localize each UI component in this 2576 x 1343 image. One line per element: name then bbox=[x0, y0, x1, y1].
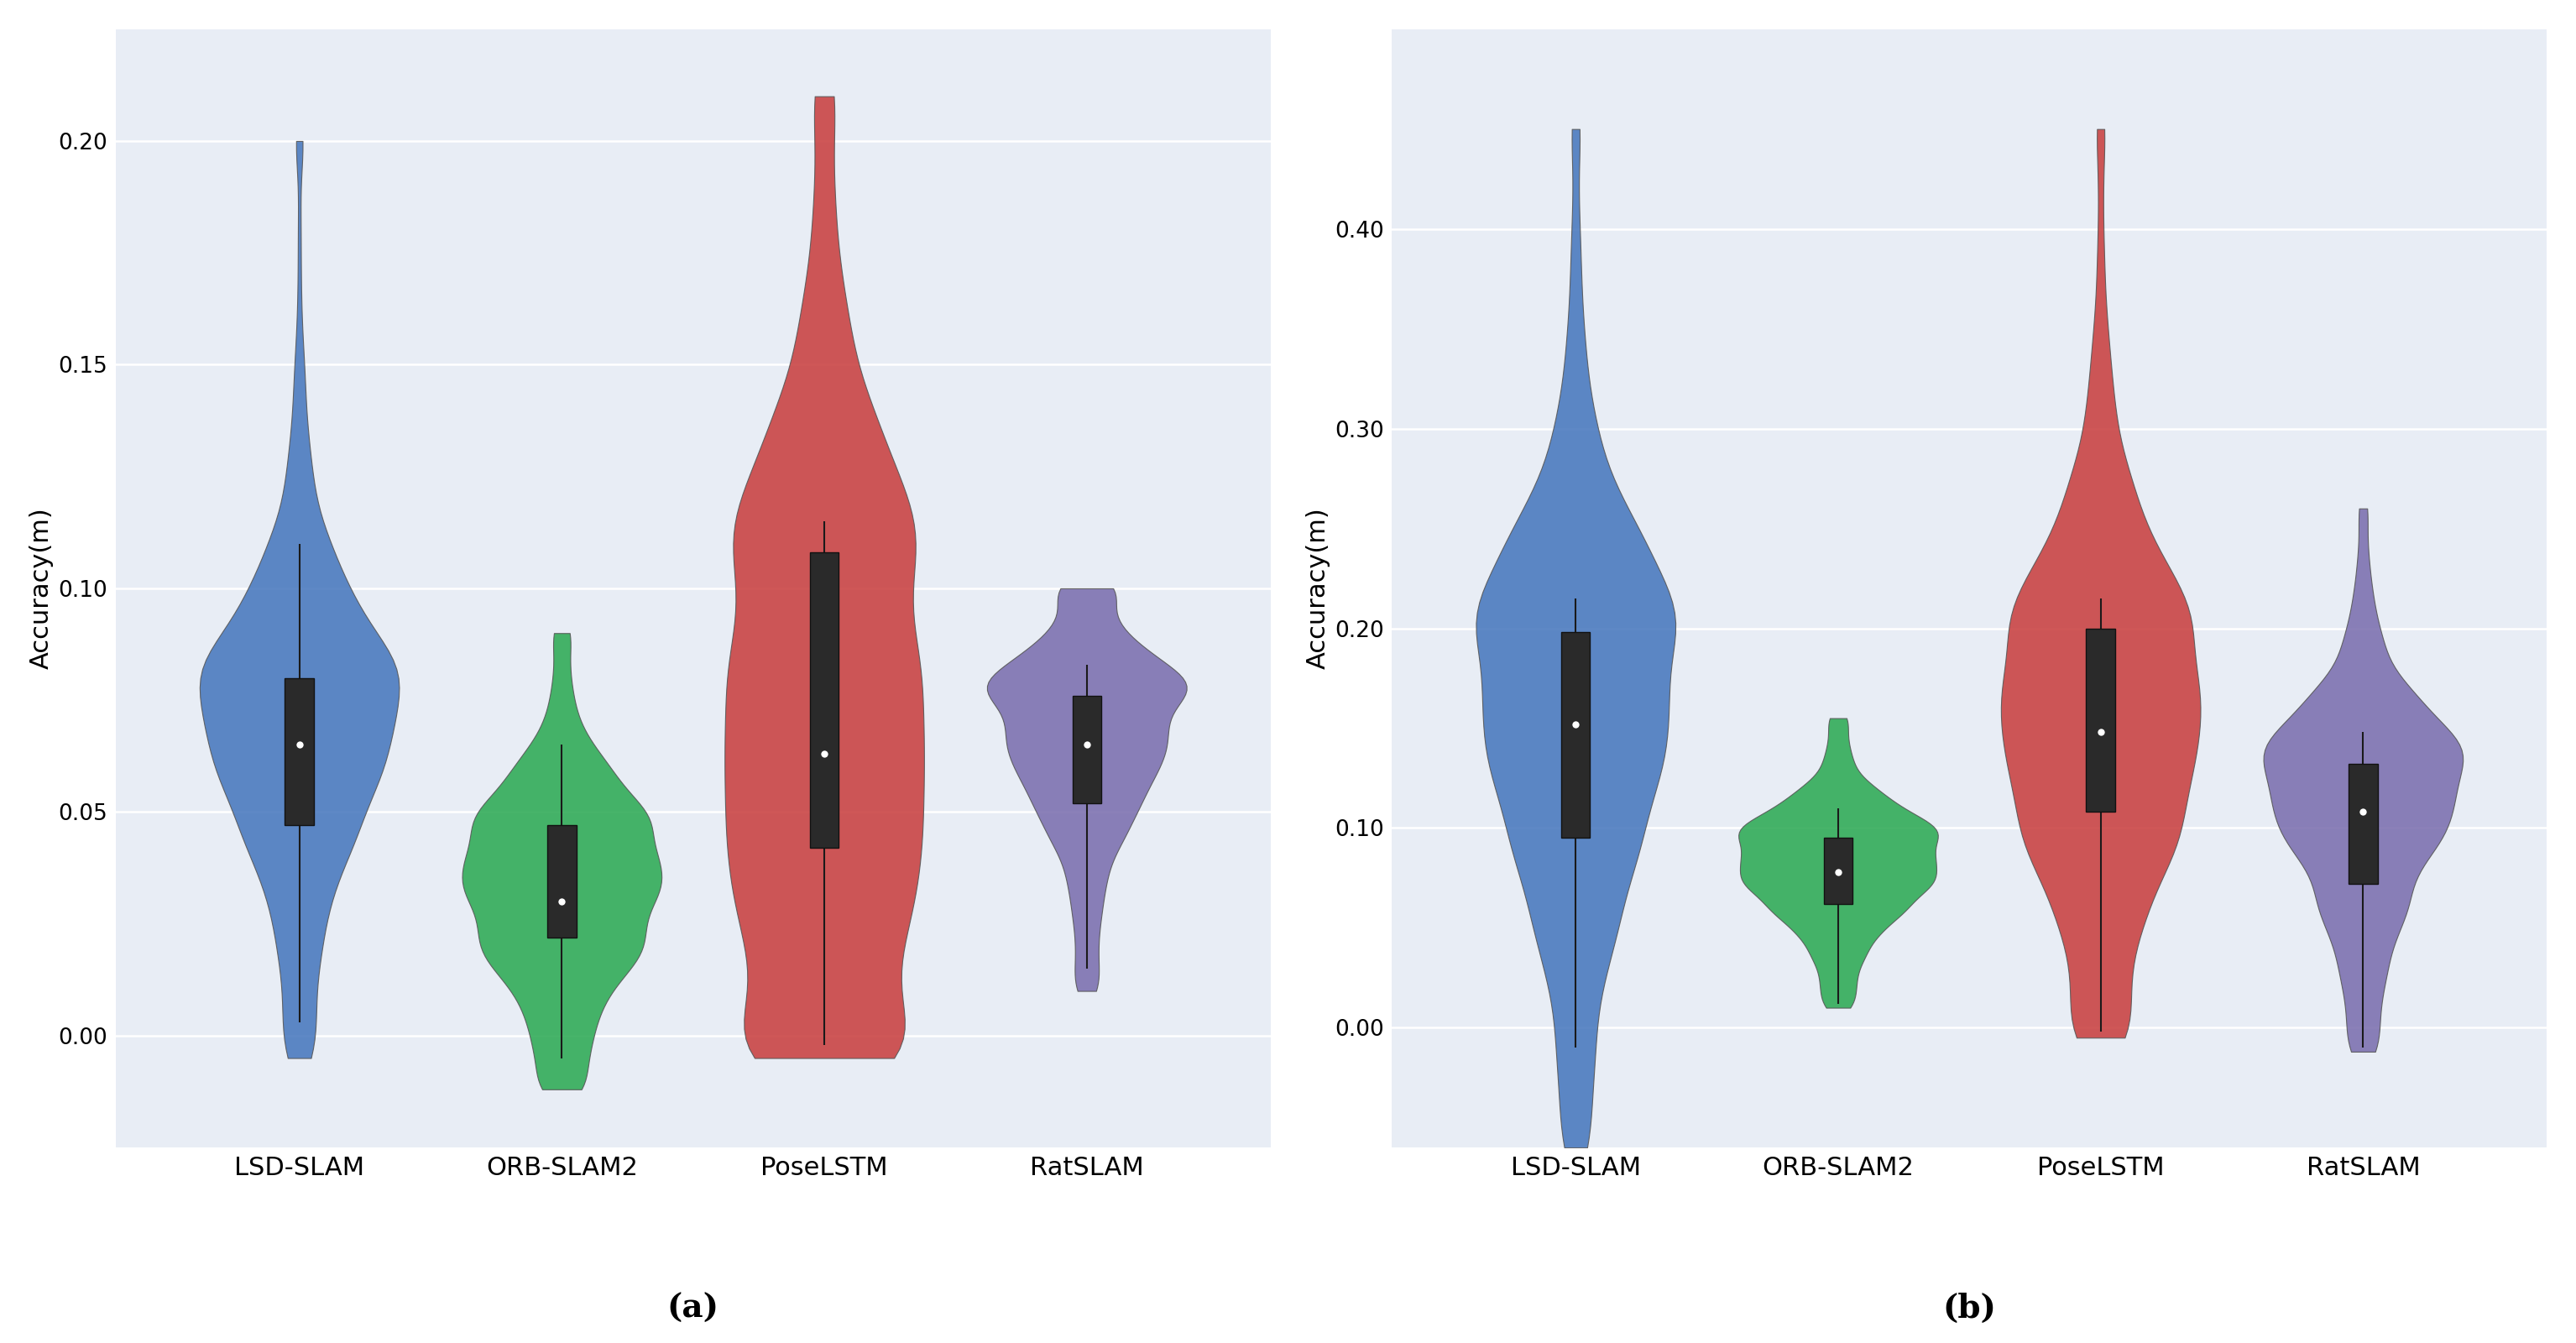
Bar bbox=[1561, 633, 1589, 838]
Bar bbox=[2349, 764, 2378, 884]
Bar bbox=[809, 552, 840, 847]
Bar bbox=[286, 678, 314, 826]
Bar bbox=[546, 826, 577, 937]
Text: (a): (a) bbox=[667, 1293, 719, 1324]
Bar bbox=[1824, 838, 1852, 904]
Y-axis label: Accuracy(m): Accuracy(m) bbox=[1306, 508, 1329, 669]
Bar bbox=[1072, 696, 1100, 803]
Bar bbox=[2087, 629, 2115, 813]
Text: (b): (b) bbox=[1942, 1293, 1996, 1324]
Y-axis label: Accuracy(m): Accuracy(m) bbox=[28, 508, 54, 669]
